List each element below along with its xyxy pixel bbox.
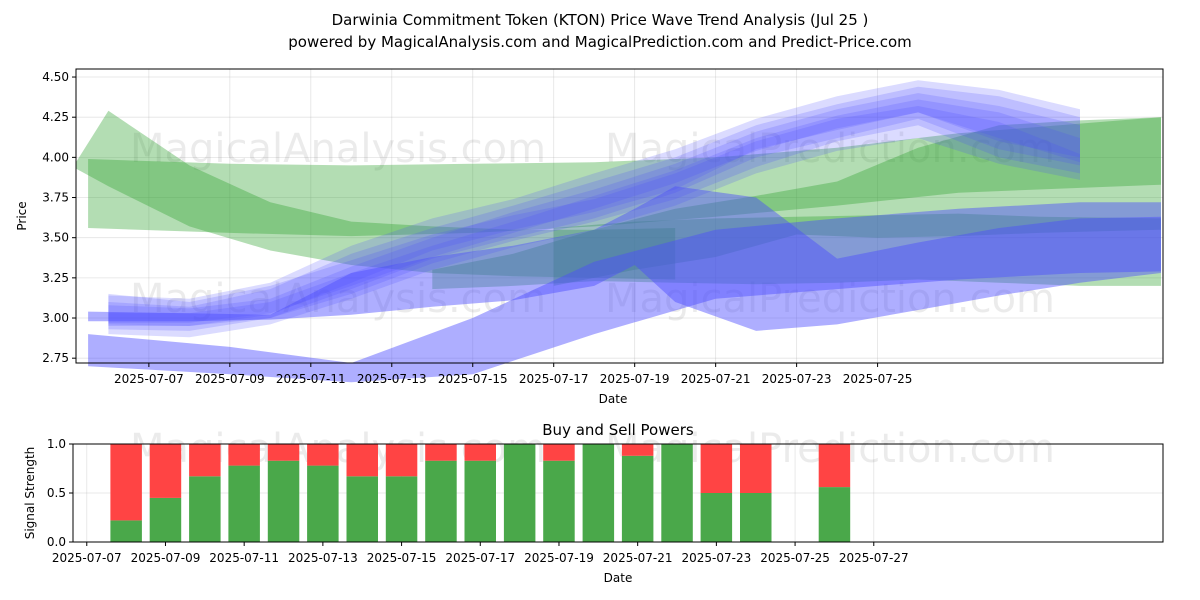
blue-wave-1: [108, 80, 1080, 326]
watermark-mid-right: MagicalPrediction.com: [605, 276, 1055, 322]
buy-bar: [503, 444, 536, 542]
price-x-tick-label: 2025-07-17: [519, 372, 589, 386]
price-x-tick-label: 2025-07-15: [438, 372, 508, 386]
green-band-3: [432, 117, 1161, 290]
buy-bar: [346, 476, 378, 542]
blue-band-1: [88, 186, 1162, 331]
power-x-tick-label: 2025-07-17: [445, 551, 515, 565]
buy-bar: [307, 465, 339, 542]
price-plot-frame: [75, 68, 1164, 364]
sell-bar: [149, 444, 182, 498]
buy-bar: [543, 460, 575, 542]
price-x-tick-label: 2025-07-13: [357, 372, 427, 386]
sell-bar: [110, 444, 142, 521]
buy-bar: [267, 460, 300, 542]
power-x-tick-label: 2025-07-25: [760, 551, 830, 565]
sell-bar: [307, 444, 339, 466]
sell-bar: [740, 444, 772, 493]
power-x-tick-label: 2025-07-21: [603, 551, 673, 565]
price-y-tick-label: 3.50: [42, 231, 69, 245]
green-band-4: [553, 213, 1161, 286]
green-band-1: [76, 110, 676, 280]
price-y-label: Price: [15, 201, 29, 230]
buy-bar: [661, 444, 693, 542]
sell-bar: [818, 444, 851, 488]
power-x-tick-label: 2025-07-09: [131, 551, 201, 565]
blue-band-2: [88, 202, 1162, 383]
watermark-mid-left: MagicalAnalysis.com: [130, 276, 546, 322]
price-y-tick-label: 4.00: [42, 150, 69, 164]
price-x-tick-label: 2025-07-23: [762, 372, 832, 386]
buy-bar: [700, 493, 733, 542]
price-y-tick-label: 4.50: [42, 70, 69, 84]
price-grid: [76, 69, 1163, 363]
green-band-2: [88, 117, 1162, 237]
sell-bar: [189, 444, 221, 477]
chart-title-line1: Darwinia Commitment Token (KTON) Price W…: [332, 11, 869, 29]
price-chart: MagicalAnalysis.com MagicalPrediction.co…: [15, 68, 1164, 406]
sell-bar: [228, 444, 260, 466]
blue-wave-2: [108, 86, 1080, 331]
buy-bar: [189, 476, 221, 542]
power-x-tick-label: 2025-07-07: [52, 551, 122, 565]
power-chart: Buy and Sell Powers MagicalAnalysis.com …: [23, 421, 1164, 585]
price-x-tick-label: 2025-07-09: [195, 372, 265, 386]
power-x-axis: 2025-07-07 2025-07-09 2025-07-11 2025-07-13…: [52, 542, 909, 565]
power-x-label: Date: [604, 571, 633, 585]
buy-bar: [425, 460, 457, 542]
sell-bar: [346, 444, 378, 477]
price-y-tick-label: 3.00: [42, 311, 69, 325]
power-x-tick-label: 2025-07-15: [367, 551, 437, 565]
watermark-top-left: MagicalAnalysis.com: [130, 126, 546, 172]
blue-wave-3: [108, 93, 1080, 326]
price-x-tick-label: 2025-07-19: [600, 372, 670, 386]
price-y-tick-label: 3.25: [42, 271, 69, 285]
sell-bar: [385, 444, 418, 477]
watermark-top-right: MagicalPrediction.com: [605, 126, 1055, 172]
price-x-tick-label: 2025-07-25: [843, 372, 913, 386]
power-x-tick-label: 2025-07-27: [839, 551, 909, 565]
price-x-label: Date: [599, 392, 628, 406]
buy-bar: [740, 493, 772, 542]
buy-bar: [818, 487, 851, 542]
power-y-label: Signal Strength: [23, 447, 37, 540]
power-x-tick-label: 2025-07-11: [209, 551, 279, 565]
price-x-axis: 2025-07-07 2025-07-09 2025-07-11 2025-07-13…: [114, 363, 912, 386]
power-chart-title: Buy and Sell Powers: [542, 421, 694, 439]
price-y-tick-label: 4.25: [42, 110, 69, 124]
price-x-tick-label: 2025-07-07: [114, 372, 184, 386]
power-y-tick-label: 0.0: [47, 535, 66, 549]
sell-bar: [700, 444, 733, 493]
buy-bar: [582, 444, 615, 542]
price-x-tick-label: 2025-07-21: [681, 372, 751, 386]
sell-bar: [464, 444, 496, 461]
chart-title-line2: powered by MagicalAnalysis.com and Magic…: [288, 33, 912, 51]
buy-bar: [110, 520, 142, 542]
sell-bar: [425, 444, 457, 461]
power-x-tick-label: 2025-07-13: [288, 551, 358, 565]
sell-bar: [621, 444, 654, 456]
blue-wave-4: [108, 99, 1080, 323]
buy-bar: [149, 497, 182, 542]
buy-bar: [228, 465, 260, 542]
power-y-tick-label: 1.0: [47, 437, 66, 451]
power-y-axis: 0.0 0.5 1.0: [47, 437, 73, 549]
sell-bar: [267, 444, 300, 461]
power-y-tick-label: 0.5: [47, 486, 66, 500]
buy-bar: [621, 455, 654, 542]
power-x-tick-label: 2025-07-19: [524, 551, 594, 565]
price-y-axis: 2.75 3.00 3.25 3.50 3.75 4.00 4.25 4.50: [42, 70, 76, 365]
power-bars: [110, 444, 851, 542]
buy-bar: [464, 460, 496, 542]
price-x-tick-label: 2025-07-11: [276, 372, 346, 386]
price-y-tick-label: 2.75: [42, 351, 69, 365]
price-y-tick-label: 3.75: [42, 191, 69, 205]
power-x-tick-label: 2025-07-23: [682, 551, 752, 565]
price-bands: [76, 80, 1162, 383]
buy-bar: [385, 476, 418, 542]
blue-wave-5: [108, 106, 1080, 338]
sell-bar: [543, 444, 575, 461]
